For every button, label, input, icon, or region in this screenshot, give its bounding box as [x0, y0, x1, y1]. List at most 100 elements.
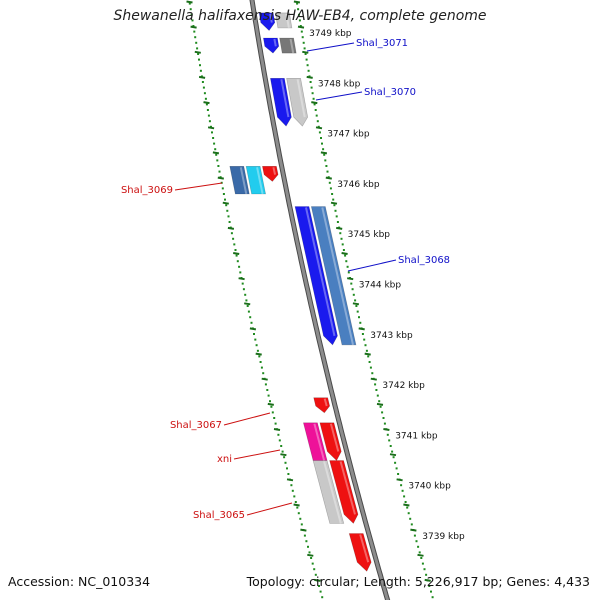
tick-dash-left	[307, 553, 314, 557]
scale-dots-right	[342, 249, 345, 251]
forward-gene-feature	[286, 78, 309, 127]
tick-dash-right	[383, 428, 390, 431]
reverse-gene-feature-shade	[239, 167, 248, 195]
tick-label: 3742 kbp	[382, 381, 425, 391]
scale-dots-right	[417, 545, 420, 548]
forward-gene-feature-shade	[273, 38, 277, 47]
scale-dots-left	[270, 405, 273, 408]
scale-dots-left	[192, 25, 195, 27]
reverse-gene-feature-shade	[313, 423, 326, 461]
tick-dash-left	[190, 25, 197, 29]
tick-dash-right	[370, 377, 377, 381]
tick-dash-right	[297, 25, 305, 29]
forward-label-leader	[315, 91, 363, 101]
scale-dots-right	[296, 2, 299, 5]
scale-dots-right	[324, 159, 327, 162]
scale-dots-left	[305, 540, 308, 543]
tick-dash-right	[320, 151, 328, 155]
reverse-gene-feature	[229, 166, 250, 195]
scale-dots-left	[280, 445, 283, 447]
tick-dash-right	[330, 201, 338, 205]
scale-dots-left	[260, 366, 263, 369]
reverse-gene-feature-shade	[256, 167, 264, 195]
scale-dots-right	[299, 25, 302, 27]
scale-dots-right	[323, 153, 326, 156]
tick-dash-left	[267, 402, 274, 406]
tick-dash-right	[424, 578, 431, 582]
scale-dots-right	[351, 288, 354, 291]
tick-dash-left	[280, 453, 287, 457]
scale-dots-right	[298, 19, 301, 22]
scale-dots-left	[228, 221, 231, 223]
scale-dots-left	[189, 8, 192, 11]
reverse-gene-label: Shal_3069	[121, 185, 173, 196]
scale-dots-right	[431, 596, 434, 599]
reverse-gene-label: Shal_3065	[193, 510, 245, 521]
scale-dots-right	[407, 512, 410, 515]
accession-text: Accession: NC_010334	[8, 574, 151, 589]
forward-gene-feature	[294, 206, 338, 346]
scale-dots-right	[379, 405, 382, 408]
scale-dots-left	[211, 131, 213, 134]
scale-dots-left	[233, 243, 236, 246]
scale-dots-left	[214, 148, 217, 151]
tick-label: 3744 kbp	[359, 281, 402, 291]
scale-dots-left	[247, 310, 250, 313]
scale-dots-right	[356, 310, 359, 313]
scale-dots-left	[212, 137, 215, 139]
scale-dots-left	[253, 333, 255, 335]
scale-dots-left	[273, 417, 276, 419]
forward-label-leader	[347, 259, 397, 272]
forward-gene-feature	[258, 12, 276, 31]
tick-dash-right	[376, 402, 384, 406]
tick-label: 3746 kbp	[337, 180, 380, 190]
scale-dots-right	[391, 450, 394, 453]
scale-dots-left	[267, 394, 270, 397]
scale-dots-right	[304, 53, 307, 55]
scale-dots-left	[249, 316, 252, 319]
scale-dots-right	[376, 394, 379, 397]
scale-dots-left	[235, 254, 238, 257]
scale-dots-right	[297, 8, 300, 11]
scale-dots-left	[194, 36, 197, 39]
tick-dash-right	[358, 327, 365, 331]
forward-gene-feature-shade	[289, 38, 295, 54]
scale-dots-left	[232, 237, 235, 240]
scale-dots-right	[325, 165, 328, 167]
reverse-label-leader	[174, 182, 223, 191]
scale-dots-left	[198, 58, 200, 61]
tick-dash-right	[364, 352, 371, 356]
reverse-gene-feature	[245, 166, 266, 195]
tick-label: 3748 kbp	[318, 79, 361, 89]
tick-dash-left	[273, 428, 281, 431]
tick-dash-left	[186, 0, 193, 4]
scale-dots-right	[430, 590, 432, 593]
scale-dots-right	[309, 81, 312, 83]
scale-dots-right	[381, 411, 384, 414]
forward-gene-feature	[270, 78, 292, 127]
tick-dash-left	[233, 252, 240, 255]
scale-dots-right	[302, 41, 305, 44]
tick-dash-left	[300, 528, 307, 532]
scale-dots-right	[421, 562, 424, 565]
scale-dots-right	[301, 36, 304, 39]
scale-dots-right	[425, 573, 428, 576]
scale-dots-left	[300, 523, 303, 526]
scale-dots-right	[413, 534, 416, 537]
scale-dots-left	[224, 198, 226, 201]
scale-dots-left	[234, 249, 237, 251]
scale-dots-left	[196, 47, 199, 50]
scale-dots-right	[316, 120, 319, 123]
scale-dots-left	[283, 456, 286, 459]
forward-gene-feature-shade	[285, 13, 290, 29]
scale-dots-left	[271, 411, 274, 414]
tick-dash-right	[352, 302, 360, 306]
scale-dots-left	[319, 590, 322, 593]
scale-dots-right	[320, 137, 322, 139]
scale-dots-left	[202, 86, 205, 89]
scale-dots-right	[403, 495, 406, 498]
scale-dots-left	[255, 344, 258, 347]
tick-dash-left	[261, 377, 268, 381]
scale-dots-right	[310, 86, 313, 89]
